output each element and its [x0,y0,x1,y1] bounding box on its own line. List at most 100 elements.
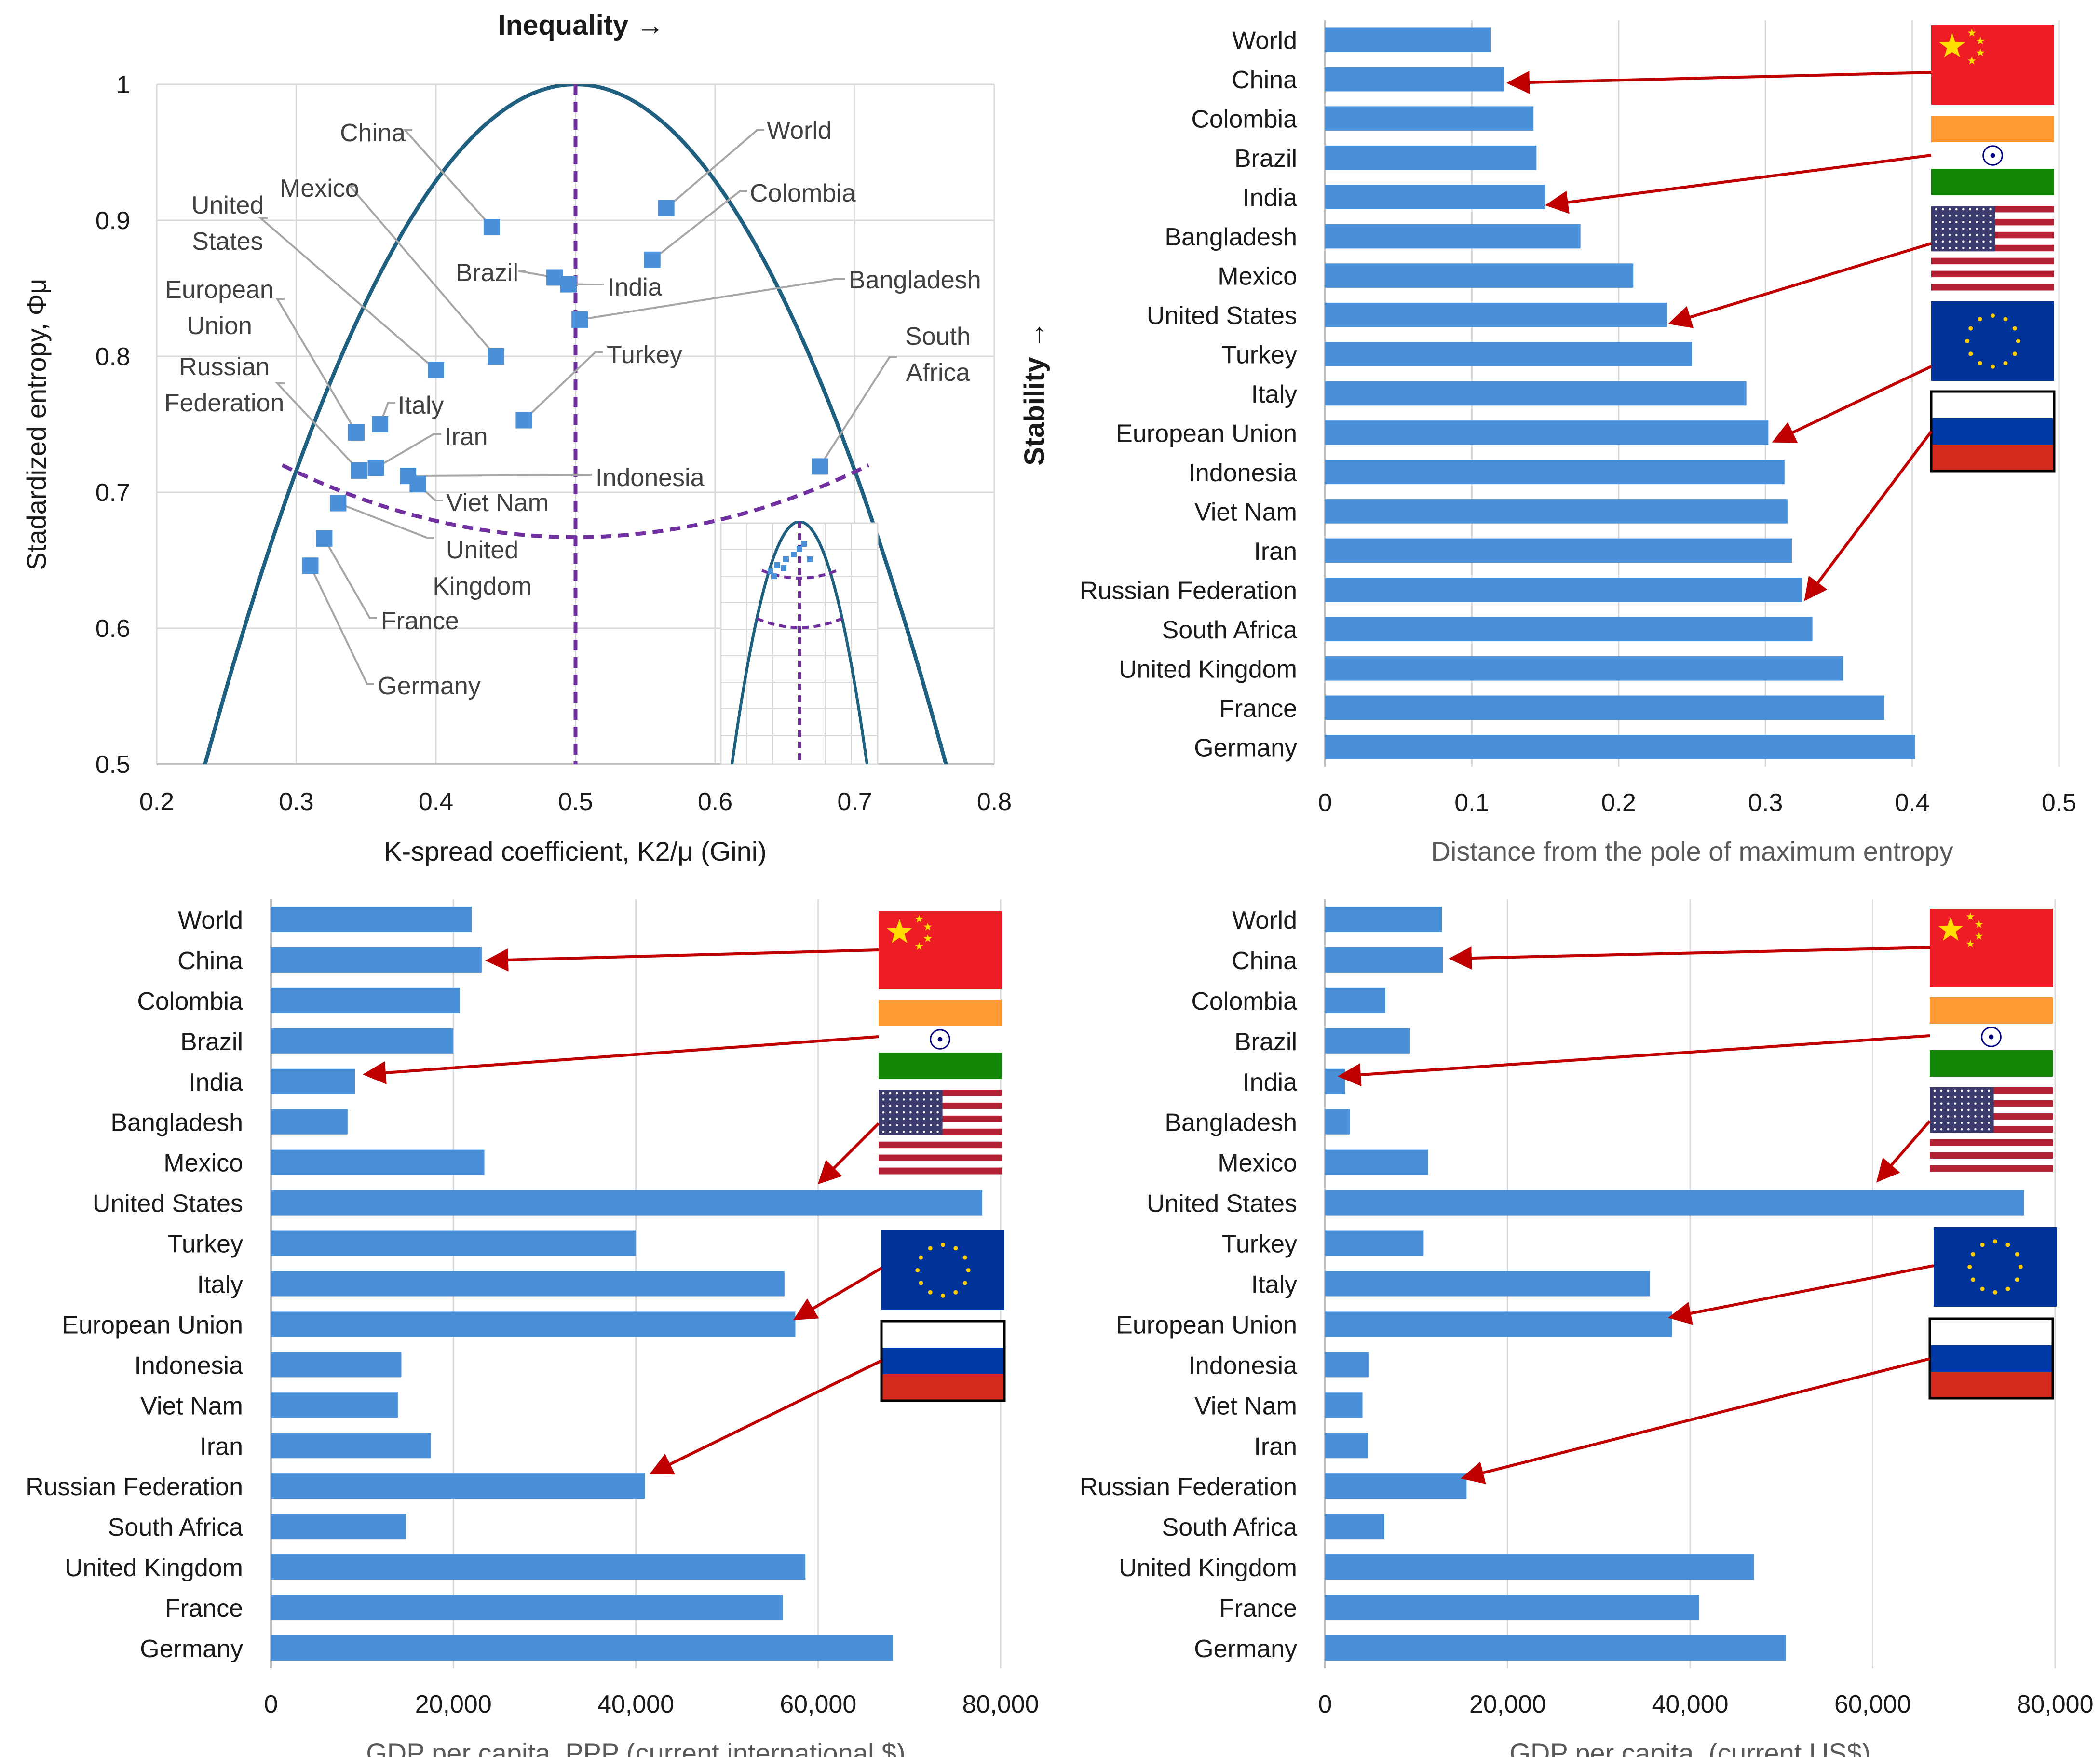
point-bangladesh [571,311,588,328]
flag-star [2012,351,2017,356]
flag-dot [1961,1089,1963,1092]
category-label: Turkey [167,1230,243,1258]
bar-indonesia [1325,460,1785,485]
category-label: China [177,947,243,975]
flag-dot [1989,246,1992,249]
flag-dot [1976,227,1978,230]
inset-point [768,568,773,574]
flag-dot [1941,215,1944,217]
category-label: Italy [1251,380,1297,408]
flag-star [919,1255,923,1260]
bar-indonesia [1325,1352,1369,1378]
point-label-bangladesh: Bangladesh [849,266,981,294]
distance-y-axis-title: Stability → [1019,321,1050,466]
flag-star [923,922,932,931]
flag-dot [1933,1128,1936,1131]
point-brazil [546,269,563,286]
flag-dot [1947,1122,1950,1124]
flag-dot [1989,227,1992,230]
category-label: World [1232,906,1297,934]
x-tick-label: 60,000 [780,1690,856,1718]
leader-line [275,382,360,472]
point-label-colombia: Colombia [750,179,856,207]
flag-dot [1948,208,1951,211]
flag-field [879,911,1002,989]
bar-world [271,906,472,932]
flag-dot [1940,1115,1943,1118]
category-label: Iran [200,1433,243,1460]
category-label: Viet Nam [140,1392,243,1420]
flag-stripe [1931,284,2054,291]
category-label: European Union [62,1311,243,1339]
flag-dot [1982,208,1985,211]
bar-italy [1325,381,1747,406]
flag-dot [1976,240,1978,243]
flag-stripe [879,1154,1002,1162]
category-label: Russian Federation [1080,577,1297,605]
flag-dot [1974,1102,1977,1105]
flag-dot [1935,208,1937,211]
inset-point [774,562,780,568]
flag-dot [1981,1115,1983,1118]
x-tick-label: 0.6 [698,788,732,816]
x-tick-label: 40,000 [597,1690,674,1718]
point-india [560,276,577,293]
leader-line [408,474,592,477]
x-tick-label: 0.5 [2042,789,2076,817]
flag-dot [923,1118,925,1120]
arrow-china [485,948,879,972]
flag-band [881,1348,1004,1374]
scatter-inset [720,521,879,765]
x-tick-label: 0.2 [139,788,174,816]
flag-dot [1953,1108,1956,1111]
arrow-european-union [793,1267,882,1321]
flag-star [2015,1277,2019,1282]
leader-line [518,270,555,279]
flag-dot [923,1105,925,1108]
arrow-european-union [1668,1264,1934,1325]
flag-dot [1961,1122,1963,1124]
category-label: South Africa [1162,616,1297,644]
category-label: Mexico [1218,1149,1297,1177]
flag-russia-icon [880,1320,1006,1402]
leader-line [665,129,764,209]
arrow-india [1338,1034,1930,1087]
bar-france [271,1595,783,1621]
arrow-india [1545,154,1932,214]
bar-india [1325,1068,1345,1094]
flag-dot [1988,1115,1990,1118]
flag-dot [909,1130,912,1133]
min-entropy-curve [281,463,870,540]
flag-dot [1974,1128,1977,1131]
category-label: European Union [1116,419,1297,447]
flag-dot [902,1130,905,1133]
scatter-x-axis-title: K-spread coefficient, K2/μ (Gini) [384,836,767,866]
leader-line [819,356,897,467]
category-label: Brazil [1234,1028,1297,1056]
flag-dot [1955,246,1958,249]
bar-italy [271,1271,785,1297]
flag-star [941,1293,945,1298]
flag-band [1930,1372,2053,1398]
bar-turkey [1325,1230,1424,1256]
flag-band [1930,997,2053,1024]
flag-dot [1955,234,1958,236]
flag-dot [1940,1089,1943,1092]
point-united-kingdom [330,495,347,512]
flag-dot [1962,234,1965,236]
flag-dot [1935,234,1937,236]
category-label: Iran [1254,1433,1297,1460]
x-tick-label: 0.3 [1748,789,1783,817]
flag-china-icon [1930,909,2053,987]
flag-dot [930,1130,932,1133]
flag-band [1930,1050,2053,1077]
bar-south-africa [1325,1514,1385,1540]
flag-dot [882,1130,885,1133]
x-tick-label: 0.5 [558,788,593,816]
x-tick-label: 60,000 [1834,1690,1911,1718]
flag-dot [923,1130,925,1133]
flag-dot [1941,227,1944,230]
flag-dot [1988,1122,1990,1124]
flag-dot [889,1111,892,1114]
flag-dot [1981,1122,1983,1124]
